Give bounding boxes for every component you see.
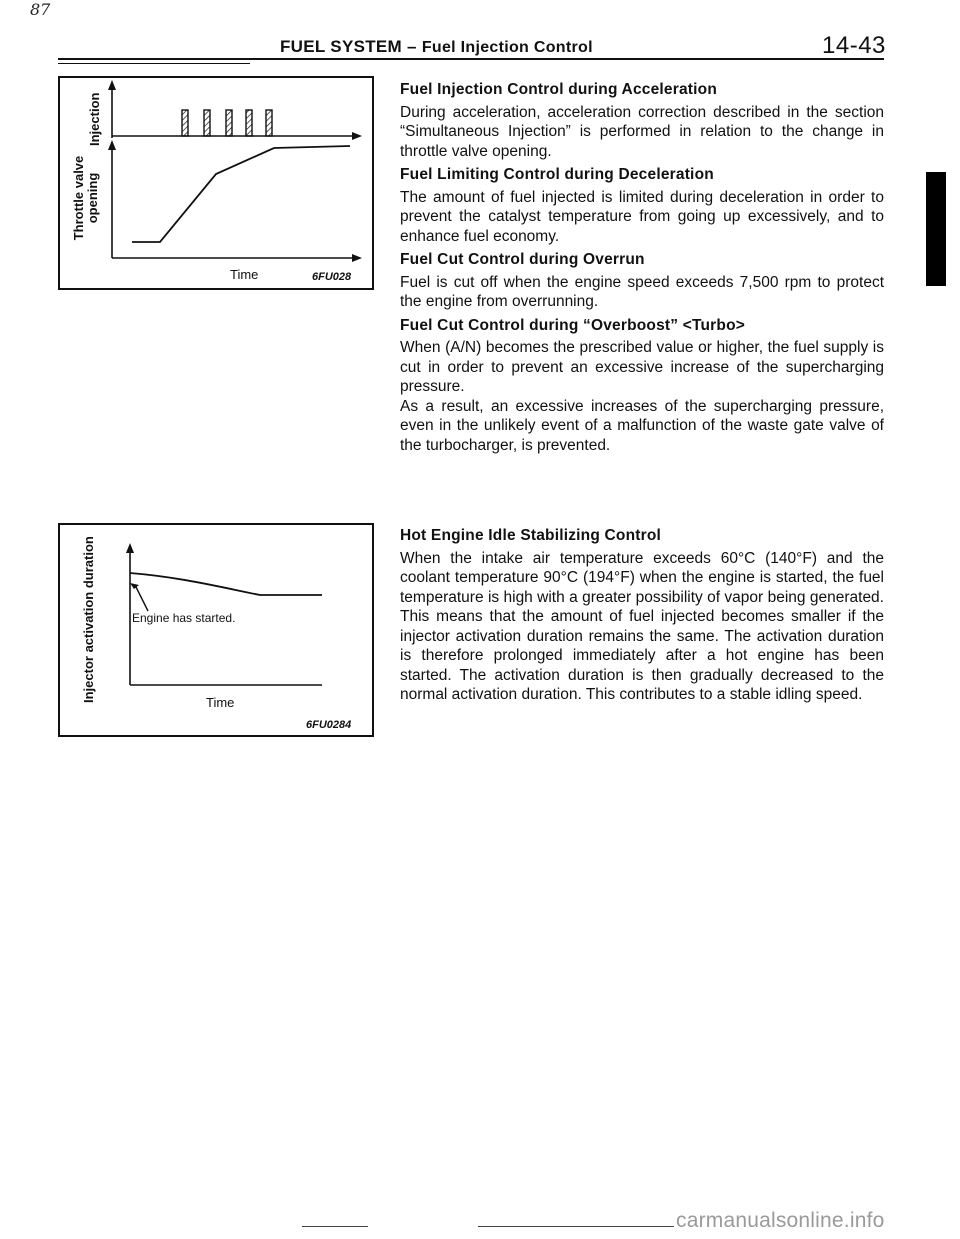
section-title-overboost: Fuel Cut Control during “Overboost” <Tur… xyxy=(400,316,745,334)
section-body-overrun: Fuel is cut off when the engine speed ex… xyxy=(400,273,884,311)
section-tab-marker xyxy=(926,172,946,286)
watermark: carmanualsonline.info xyxy=(676,1209,885,1232)
figure-code: 6FU0284 xyxy=(306,719,352,731)
x-label-time: Time xyxy=(230,267,259,282)
header-rule-thin xyxy=(58,63,250,64)
figure-acceleration: Injection Throttle valve opening xyxy=(58,76,374,290)
section-body-overboost: When (A/N) becomes the prescribed value … xyxy=(400,339,884,395)
corner-mark: 87 xyxy=(30,0,51,19)
footer-rule-left xyxy=(302,1226,368,1227)
section-title-overrun: Fuel Cut Control during Overrun xyxy=(400,251,645,268)
figure-code: 6FU028 xyxy=(312,271,352,283)
section-title-hot-idle: Hot Engine Idle Stabilizing Control xyxy=(400,527,662,544)
section-body-overboost-2: As a result, an excessive increases of t… xyxy=(400,397,884,454)
header-rule xyxy=(58,58,884,60)
text-column-upper: Fuel Injection Control during Accelerati… xyxy=(400,80,884,459)
page-number: 14-43 xyxy=(822,32,886,59)
section-body-deceleration: The amount of fuel injected is limited d… xyxy=(400,188,884,245)
section-title-acceleration: Fuel Injection Control during Accelerati… xyxy=(400,81,717,98)
header-subtitle: Fuel Injection Control xyxy=(421,39,593,56)
note-engine-started: Engine has started. xyxy=(132,611,236,625)
header-section: FUEL SYSTEM – xyxy=(280,37,417,56)
section-body-acceleration: During acceleration, acceleration correc… xyxy=(400,103,884,160)
figure-hot-idle: Injector activation duration Engine has … xyxy=(58,523,374,737)
footer-rule-right xyxy=(478,1226,674,1227)
figure-acceleration-graph xyxy=(108,80,362,262)
section-title-deceleration: Fuel Limiting Control during Deceleratio… xyxy=(400,166,714,183)
text-column-lower: Hot Engine Idle Stabilizing Control When… xyxy=(400,526,884,709)
figure-hot-idle-graph xyxy=(126,543,322,686)
section-body-hot-idle: When the intake air temperature exceeds … xyxy=(400,549,884,704)
header-title: FUEL SYSTEM – Fuel Injection Control xyxy=(280,37,593,57)
x-label-time: Time xyxy=(206,695,235,710)
